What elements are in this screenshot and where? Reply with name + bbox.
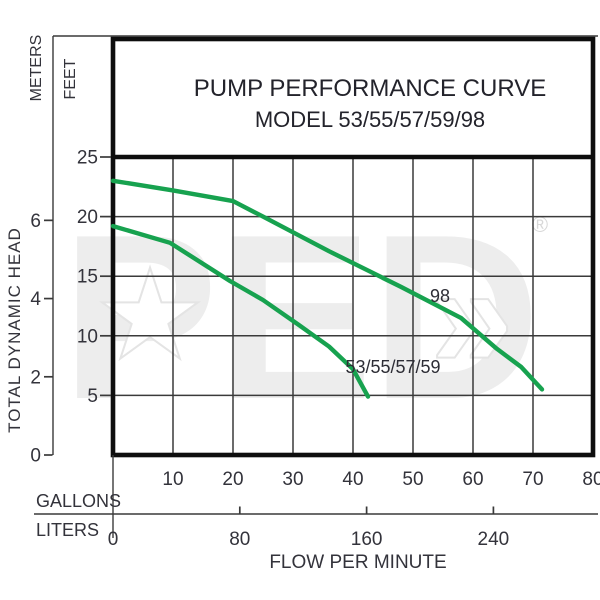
y-axis-title: TOTAL DYNAMIC HEAD [5, 227, 24, 433]
feet-tick-label: 5 [87, 386, 98, 407]
liters-tick-label: 80 [229, 529, 250, 550]
meters-tick-label: 4 [30, 289, 41, 310]
grid-layer [113, 157, 593, 455]
x-unit-liters-label: LITERS [36, 520, 99, 540]
y-unit-meters-label: METERS [28, 35, 45, 102]
watermark: PED ★ » ® [61, 185, 548, 448]
chart-subtitle: MODEL 53/55/57/59/98 [255, 107, 485, 132]
y-unit-feet-label: FEET [62, 58, 79, 99]
gallons-tick-label: 80 [582, 469, 600, 490]
curve-label-models-53-55-57-59: 53/55/57/59 [345, 357, 440, 377]
chart-title: PUMP PERFORMANCE CURVE [194, 75, 547, 102]
gallons-tick-label: 40 [342, 469, 363, 490]
x-unit-gallons-label: GALLONS [36, 491, 121, 511]
meters-tick-label: 6 [30, 211, 41, 232]
gallons-tick-label: 10 [162, 469, 183, 490]
x-axis-title: FLOW PER MINUTE [269, 552, 446, 573]
performance-curve-model-98 [110, 178, 545, 392]
meters-tick-label: 0 [30, 446, 41, 467]
feet-tick-label: 15 [77, 267, 98, 288]
gallons-tick-label: 50 [402, 469, 423, 490]
performance-curve-models-53-55-57-59 [110, 223, 371, 399]
feet-tick-label: 10 [77, 326, 98, 347]
liters-tick-label: 240 [478, 529, 510, 550]
feet-tick-label: 25 [77, 148, 98, 169]
chart-frame [34, 35, 598, 538]
gallons-tick-label: 20 [222, 469, 243, 490]
gallons-tick-label: 60 [462, 469, 483, 490]
liters-tick-label: 0 [108, 529, 119, 550]
liters-tick-label: 160 [351, 529, 383, 550]
curve-label-model-98: 98 [430, 286, 450, 306]
feet-tick-label: 20 [77, 207, 98, 228]
watermark-registered-icon: ® [532, 212, 548, 237]
meters-tick-label: 2 [30, 367, 41, 388]
static-labels: PUMP PERFORMANCE CURVE MODEL 53/55/57/59… [5, 35, 546, 573]
watermark-arrow-icon: » [430, 232, 513, 400]
gallons-tick-label: 30 [282, 469, 303, 490]
curves-layer: 98 53/55/57/59 [110, 178, 545, 399]
gallons-tick-label: 70 [522, 469, 543, 490]
plot-border [110, 36, 596, 458]
